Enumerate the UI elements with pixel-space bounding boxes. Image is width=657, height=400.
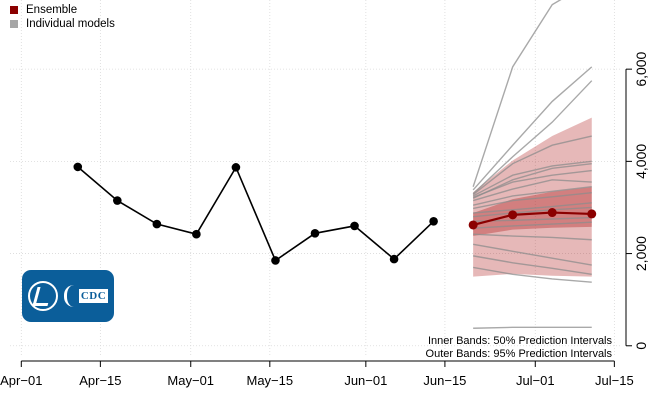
x-tick-label: Jun−01 [344, 373, 387, 388]
cdc-wordmark-text: CDC [78, 289, 109, 303]
interval-notes: Inner Bands: 50% Prediction Intervals Ou… [426, 335, 612, 361]
legend-label-individual: Individual models [26, 18, 115, 30]
individual-model-line [473, 202, 592, 214]
x-tick-label: May−01 [167, 373, 214, 388]
ensemble-point [547, 208, 557, 218]
x-tick-label: Apr−15 [79, 373, 121, 388]
individual-swatch [10, 20, 18, 28]
y-tick-label: 6,000 [633, 51, 649, 86]
observed-point [231, 163, 241, 172]
observed-point [73, 162, 83, 172]
individual-model-line [472, 179, 592, 202]
cdc-wordmark: CDC [63, 285, 109, 307]
ensemble-line [472, 211, 592, 227]
individual-model-line [473, 221, 592, 229]
individual-model-line [473, 192, 592, 210]
individual-model-line [472, 0, 562, 187]
outer-band-note: Outer Bands: 95% Prediction Intervals [425, 348, 612, 360]
x-tick-label: Jun−15 [423, 373, 466, 388]
legend: Ensemble Individual models [10, 3, 115, 31]
observed-point [429, 216, 438, 226]
observed-point [389, 254, 399, 264]
individual-model-line [473, 326, 592, 329]
individual-model-line [473, 243, 592, 266]
individual-model-line [473, 206, 592, 218]
individual-model-line [472, 135, 592, 196]
x-tick-label: Jul−01 [516, 373, 555, 388]
cdc-logo: CDC [22, 270, 114, 322]
observed-point [113, 196, 122, 205]
y-tick-label: 2,000 [633, 236, 649, 271]
pi95-band [473, 117, 592, 277]
x-tick-label: May−15 [247, 373, 294, 388]
ensemble-point [587, 209, 597, 219]
inner-band-note: Inner Bands: 50% Prediction Intervals [427, 335, 612, 347]
individual-model-line [472, 186, 592, 206]
individual-model-line [473, 255, 592, 276]
legend-label-ensemble: Ensemble [26, 4, 78, 16]
y-tick-label: 0 [633, 342, 649, 350]
x-tick-label: Jul−15 [595, 373, 634, 388]
individual-model-line [473, 266, 592, 283]
y-tick-label: 4,000 [633, 144, 649, 179]
individual-model-line [472, 66, 593, 191]
individual-model-line [472, 160, 592, 197]
legend-item-ensemble: Ensemble [10, 3, 115, 17]
observed-point [271, 256, 280, 265]
legend-item-individual: Individual models [10, 17, 115, 31]
x-tick-label: Apr−01 [0, 373, 42, 388]
observed-line [77, 165, 435, 262]
observed-point [192, 229, 201, 239]
individual-model-line [472, 80, 593, 195]
observed-point [152, 219, 162, 229]
individual-model-line [472, 162, 592, 199]
hhs-seal-icon [27, 281, 58, 311]
ensemble-swatch [10, 6, 18, 14]
individual-model-line [473, 233, 592, 241]
observed-point [310, 228, 320, 238]
ensemble-point [468, 220, 478, 230]
ensemble-point [508, 210, 518, 220]
observed-point [350, 221, 359, 231]
